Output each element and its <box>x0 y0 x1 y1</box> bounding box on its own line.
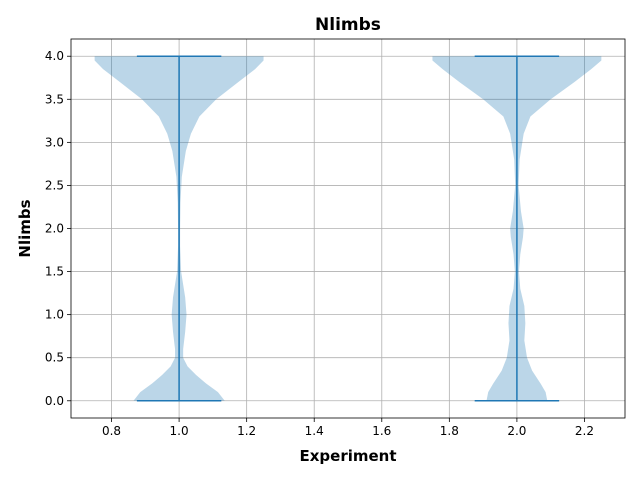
y-tick-label: 4.0 <box>45 49 64 63</box>
y-tick-label: 1.0 <box>45 308 64 322</box>
violin-lines <box>136 55 560 402</box>
y-axis-label: Nlimbs <box>16 199 34 257</box>
x-tick-label: 1.6 <box>372 424 391 438</box>
y-tick-label: 1.5 <box>45 265 64 279</box>
axis-ticks: 0.8 1.0 1.2 1.4 1.6 1.8 2.0 2.2 0.0 0.5 1.0 1.5 2.0 2… <box>45 49 594 438</box>
x-tick-label: 1.4 <box>305 424 324 438</box>
x-tick-label: 1.8 <box>440 424 459 438</box>
grid-lines <box>71 39 625 418</box>
x-tick-label: 1.0 <box>170 424 189 438</box>
x-tick-label: 0.8 <box>102 424 121 438</box>
y-tick-label: 3.5 <box>45 92 64 106</box>
y-tick-label: 0.0 <box>45 394 64 408</box>
x-tick-label: 2.2 <box>575 424 594 438</box>
y-tick-label: 0.5 <box>45 351 64 365</box>
x-tick-label: 1.2 <box>237 424 256 438</box>
y-tick-label: 3.0 <box>45 135 64 149</box>
chart-title: Nlimbs <box>315 15 381 35</box>
x-tick-label: 2.0 <box>507 424 526 438</box>
x-axis-label: Experiment <box>299 447 396 465</box>
y-tick-label: 2.5 <box>45 178 64 192</box>
y-tick-label: 2.0 <box>45 222 64 236</box>
